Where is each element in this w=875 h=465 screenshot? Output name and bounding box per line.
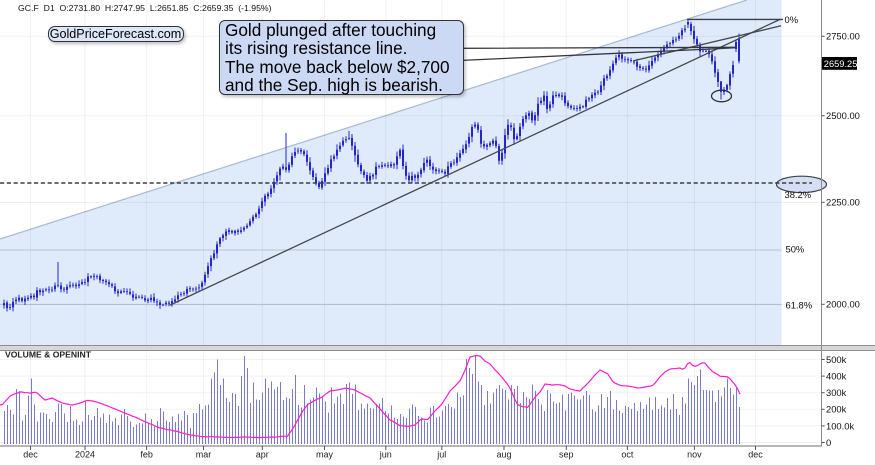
svg-text:300k: 300k — [826, 387, 847, 398]
svg-text:200k: 200k — [826, 404, 847, 415]
svg-text:500k: 500k — [826, 354, 847, 365]
svg-text:2024: 2024 — [75, 450, 95, 460]
svg-text:100.0k: 100.0k — [826, 420, 854, 431]
svg-text:0: 0 — [826, 437, 831, 448]
svg-text:nov: nov — [687, 450, 702, 460]
svg-text:jul: jul — [436, 450, 446, 460]
svg-text:2000.00: 2000.00 — [826, 299, 860, 310]
svg-text:may: may — [316, 450, 334, 460]
svg-text:50%: 50% — [786, 243, 805, 254]
svg-text:2500.00: 2500.00 — [826, 110, 860, 121]
svg-text:61.8%: 61.8% — [786, 299, 813, 310]
svg-text:dec: dec — [23, 450, 38, 460]
svg-text:2659.25: 2659.25 — [824, 59, 858, 69]
svg-text:0%: 0% — [785, 14, 799, 25]
svg-text:mar: mar — [196, 450, 212, 460]
svg-text:jun: jun — [379, 450, 392, 460]
svg-text:GC.F D1 O:2731.80 H:2747.95: GC.F D1 O:2731.80 H:2747.95 L:2651.85 C:… — [18, 3, 272, 13]
svg-text:feb: feb — [140, 450, 153, 460]
svg-text:dec: dec — [748, 450, 763, 460]
svg-text:2750.00: 2750.00 — [826, 31, 860, 42]
svg-text:sep: sep — [559, 450, 574, 460]
svg-text:38.2%: 38.2% — [785, 189, 812, 200]
svg-text:2250.00: 2250.00 — [826, 197, 860, 208]
svg-text:aug: aug — [496, 450, 511, 460]
svg-text:apr: apr — [256, 450, 269, 460]
svg-text:VOLUME & OPENINT: VOLUME & OPENINT — [5, 350, 92, 360]
svg-text:oct: oct — [621, 450, 634, 460]
svg-text:400k: 400k — [826, 371, 847, 382]
